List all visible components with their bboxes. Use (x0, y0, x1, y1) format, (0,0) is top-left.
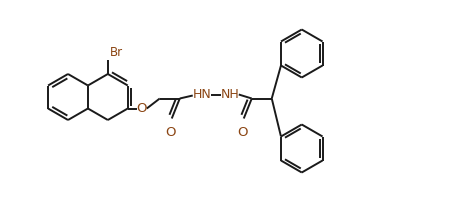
Text: O: O (166, 126, 176, 138)
Text: Br: Br (110, 46, 123, 59)
Text: NH: NH (220, 88, 239, 101)
Text: O: O (136, 102, 147, 115)
Text: HN: HN (193, 88, 211, 101)
Text: O: O (238, 126, 248, 138)
